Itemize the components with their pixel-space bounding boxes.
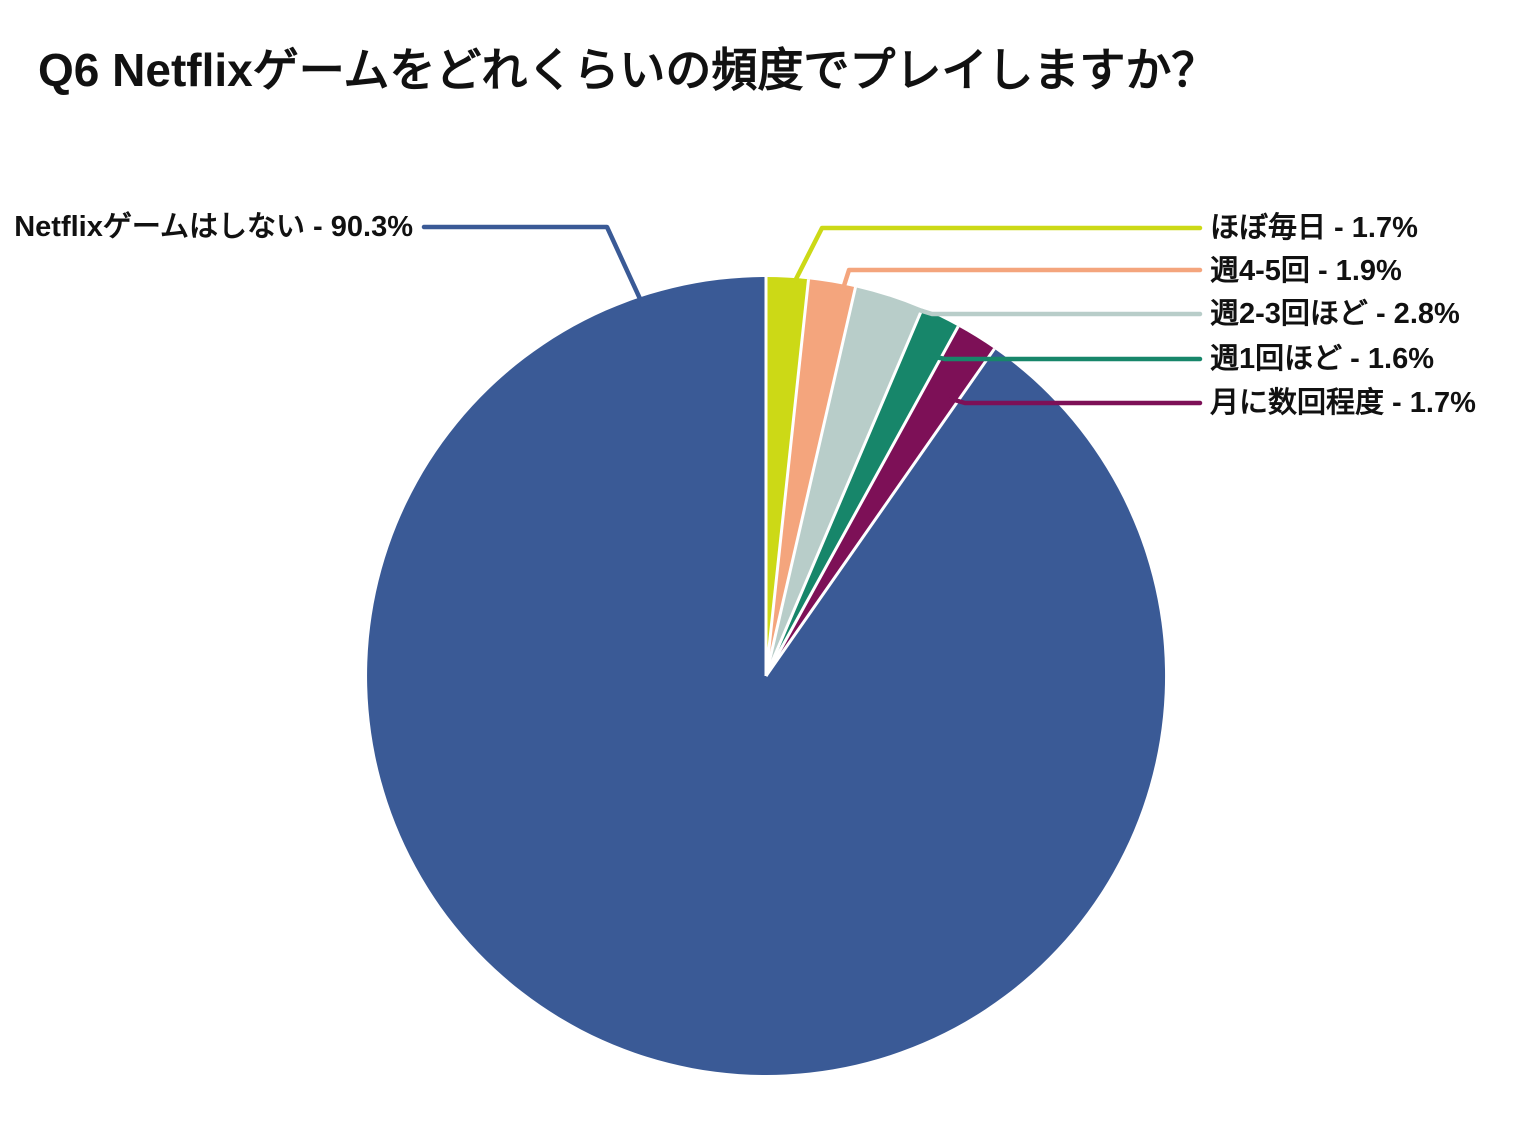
callout-label-2-3-times-week: 週2-3回ほど - 2.8% (1210, 298, 1460, 330)
slice-separator (764, 286, 857, 677)
slice-separator (764, 308, 924, 677)
callout-label-once-week: 週1回ほど - 1.6% (1210, 343, 1434, 375)
leader-line-4 (948, 396, 1203, 406)
slice-separator (764, 347, 996, 677)
slice-separator (764, 325, 960, 677)
slice-separator (764, 279, 810, 677)
callout-label-no-netflix-games: Netflixゲームはしない - 90.3% (14, 211, 413, 243)
leader-line-5 (421, 224, 644, 304)
callout-label-4-5-times-week: 週4-5回 - 1.9% (1210, 255, 1402, 287)
pie-slice-4 (766, 326, 995, 676)
pie-slice-2 (766, 287, 923, 676)
leader-line-0 (792, 225, 1203, 284)
leader-line-2 (916, 307, 1203, 317)
callout-label-few-times-month: 月に数回程度 - 1.7% (1210, 387, 1476, 419)
leader-line-1 (839, 267, 1203, 295)
page-title: Q6 Netflixゲームをどれくらいの頻度でプレイしますか？ (38, 44, 1218, 96)
leader-line-3 (928, 353, 1203, 362)
pie-slice-3 (766, 308, 959, 676)
callout-label-almost-daily: ほぼ毎日 - 1.7% (1210, 212, 1418, 244)
